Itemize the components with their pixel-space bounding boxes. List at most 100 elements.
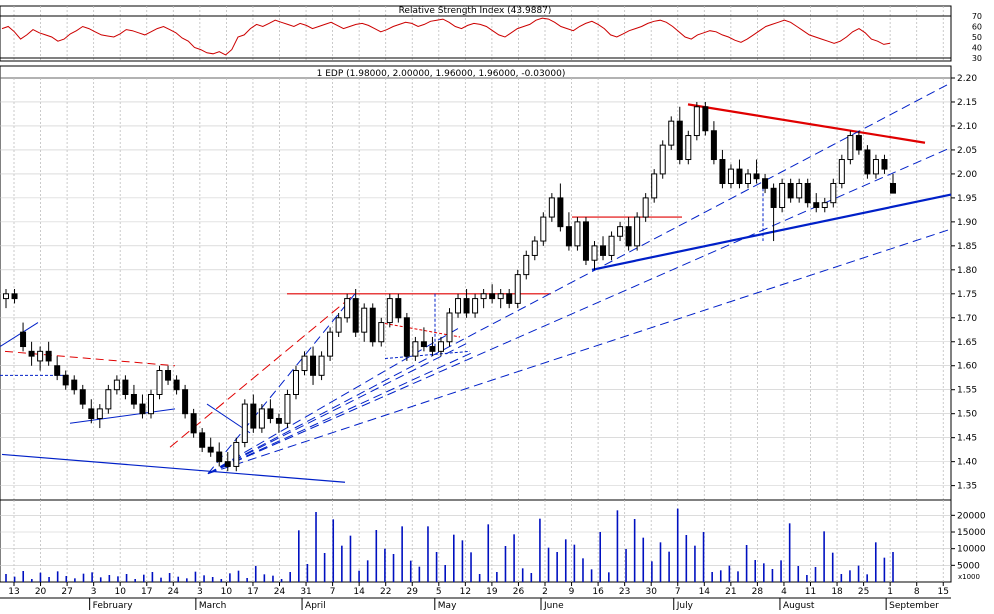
candle [872, 154, 879, 179]
trendlines [0, 82, 952, 483]
fan-line [207, 341, 471, 475]
candle-body-up [727, 168, 734, 184]
month-label: June [543, 601, 564, 610]
candle-body-up [591, 245, 598, 261]
x-tick-label: 2 [542, 587, 548, 597]
x-axis-months: February March April May June July August Septe… [89, 598, 939, 611]
candle-body-up [258, 408, 265, 429]
candle-body-down [139, 403, 146, 415]
candle [881, 154, 888, 174]
candle-body-down [11, 293, 18, 300]
candle-body-up [659, 144, 666, 175]
candle [472, 293, 479, 318]
price-tick-label: 1.85 [957, 242, 977, 252]
candle-body-down [310, 355, 317, 376]
price-tick-label: 1.90 [957, 218, 977, 228]
candle-body-up [651, 173, 658, 199]
candle [241, 399, 248, 448]
fan-line [207, 293, 356, 474]
price-tick-label: 1.70 [957, 314, 977, 324]
candle-body-down [403, 317, 410, 357]
candle-body-down [88, 408, 95, 419]
candle [804, 178, 811, 208]
candle-body-down [719, 159, 726, 184]
rsi-tick-label: 30 [972, 54, 982, 63]
candle [787, 178, 794, 203]
candle-body-down [54, 365, 61, 376]
candle [600, 236, 607, 261]
x-tick-label: 7 [330, 587, 336, 597]
candle [182, 384, 189, 419]
candle-body-up [292, 370, 299, 396]
x-tick-label: 14 [353, 587, 365, 597]
candle [838, 154, 845, 189]
x-tick-label: 3 [91, 587, 97, 597]
x-tick-label: 1 [887, 587, 893, 597]
candle [267, 399, 274, 424]
candle [233, 437, 240, 472]
candle-body-down [420, 341, 427, 348]
month-label: September [889, 601, 939, 610]
candle-body-up [344, 298, 351, 319]
x-tick-label: 10 [114, 587, 126, 597]
candle-body-up [693, 106, 700, 137]
x-tick-label: 13 [8, 587, 19, 597]
candle-body-up [233, 441, 240, 467]
candle [429, 336, 436, 357]
candle-body-up [574, 221, 581, 247]
candle-body-down [216, 451, 223, 463]
candle [344, 293, 351, 323]
candle [11, 289, 18, 304]
candle-body-up [685, 135, 692, 161]
candle-body-up [412, 341, 419, 357]
candle [685, 130, 692, 165]
candle [28, 341, 35, 366]
candle-body-down [369, 307, 376, 343]
candle [352, 289, 359, 337]
candle [557, 183, 564, 232]
candle-body-up [548, 197, 555, 218]
candle [574, 217, 581, 251]
x-tick-label: 23 [619, 587, 630, 597]
candle-body-down [489, 293, 496, 300]
candle-body-down [173, 379, 180, 391]
candle-body-up [472, 298, 479, 314]
candle-body-up [634, 216, 641, 247]
candle [651, 169, 658, 203]
candle [642, 193, 649, 222]
rsi-title: Relative Strength Index (43.9887) [399, 6, 552, 16]
candle [437, 336, 444, 357]
x-tick-label: 31 [300, 587, 311, 597]
candle-body-down [702, 106, 709, 132]
x-tick-label: 5 [436, 587, 442, 597]
candle [173, 375, 180, 395]
candle-body-up [531, 240, 538, 256]
month-label: April [305, 601, 326, 610]
month-label: March [199, 601, 226, 610]
candle [275, 413, 282, 433]
candle-body-down [625, 226, 632, 247]
rsi-line [1, 17, 891, 56]
price-tick-label: 1.60 [957, 362, 977, 372]
x-tick-label: 9 [569, 587, 575, 597]
candle [608, 231, 615, 261]
candle-body-down [565, 226, 572, 247]
candle [693, 101, 700, 141]
candle-body-down [165, 370, 172, 381]
candle-body-up [241, 403, 248, 443]
candle [3, 289, 9, 309]
candle-body-up [540, 216, 547, 242]
price-tick-label: 2.00 [957, 170, 977, 180]
candle-body-down [710, 130, 717, 161]
candle-body-up [872, 159, 879, 175]
candle [147, 389, 154, 419]
candle [480, 289, 487, 309]
price-tick-label: 2.15 [957, 98, 977, 108]
candle-body-up [3, 293, 9, 300]
candle [855, 130, 862, 155]
volume-tick-label: 10000 [957, 545, 986, 555]
candle [617, 221, 624, 242]
price-tick-label: 2.10 [957, 122, 977, 132]
candle [625, 217, 632, 251]
